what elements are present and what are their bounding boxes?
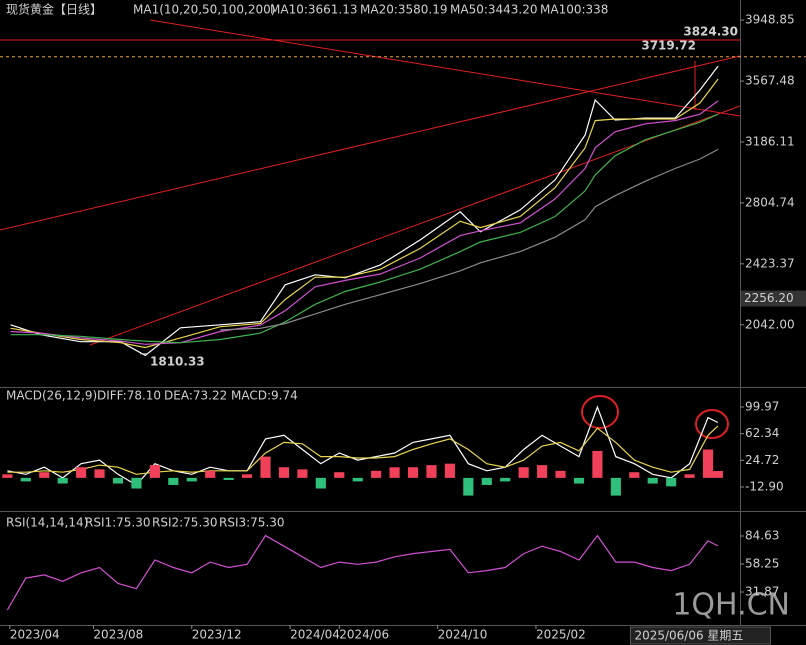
- y-tick-label: 3186.11: [745, 135, 795, 149]
- trend-line: [0, 55, 741, 231]
- price-label: 3719.72: [641, 38, 696, 52]
- series-line: [10, 100, 719, 345]
- panel-borders: [0, 0, 806, 626]
- macd-bar: [407, 467, 419, 478]
- macd-bar: [297, 469, 308, 478]
- macd-bar: [39, 472, 50, 478]
- macd-bar: [223, 477, 234, 480]
- macd-bar: [242, 474, 253, 478]
- y-tick-label: 2804.74: [745, 195, 795, 209]
- macd-bar: [278, 467, 290, 478]
- legend-entry: RSI3:75.30: [219, 516, 285, 530]
- x-tick-label: 2023/12: [192, 628, 242, 642]
- macd-bar: [371, 470, 382, 478]
- macd-bar: [684, 474, 695, 478]
- series-line: [220, 148, 719, 331]
- macd-bar: [647, 477, 658, 484]
- macd-bar: [555, 470, 566, 478]
- panel-title: RSI(14,14,14): [6, 516, 88, 530]
- price-box-label: 2256.20: [744, 291, 794, 305]
- series-line: [10, 78, 719, 349]
- legend-entry: MA10:3661.13: [270, 3, 358, 17]
- macd-bar: [94, 469, 105, 478]
- macd-bar: [712, 470, 723, 478]
- chart-title: 现货黄金【日线】: [6, 2, 102, 17]
- macd-bar: [334, 472, 345, 478]
- x-tick-label: 2024/10: [438, 628, 488, 642]
- macd-bar: [592, 450, 603, 478]
- macd-bar: [352, 477, 363, 482]
- y-tick-label: 62.34: [745, 426, 779, 440]
- y-tick-label: 58.25: [745, 557, 779, 571]
- highlight-circle: [695, 409, 729, 439]
- x-tick-label: 2024/04: [290, 628, 340, 642]
- low-label: 1810.33: [150, 354, 205, 368]
- macd-bar: [57, 477, 68, 484]
- trend-line: [89, 105, 741, 346]
- macd-bar: [537, 465, 548, 478]
- macd-bar: [463, 477, 474, 496]
- legend-entry: RSI2:75.30: [152, 516, 218, 530]
- high-label: 3824.30: [683, 25, 738, 39]
- y-tick-label: 84.63: [745, 528, 779, 542]
- legend-entry: DIFF:78.10: [97, 389, 161, 403]
- series-line: [6, 534, 719, 611]
- legend-entry: MA100:338: [540, 3, 608, 17]
- y-tick-label: 31.87: [745, 585, 779, 599]
- macd-bar: [426, 465, 437, 478]
- trend-line: [149, 19, 741, 117]
- x-tick-label: 2023/08: [93, 628, 143, 642]
- series-line: [10, 113, 719, 344]
- macd-bar: [702, 449, 714, 478]
- series-line: [7, 425, 719, 475]
- macd-bar: [76, 467, 87, 478]
- y-tick-label: 24.72: [745, 453, 779, 467]
- macd-bar: [518, 467, 529, 478]
- x-tick-label: 2023/04: [10, 628, 60, 642]
- y-tick-label: 99.97: [745, 399, 779, 413]
- macd-bar: [629, 472, 640, 478]
- macd-bar: [444, 463, 455, 478]
- legend-entry: RSI1:75.30: [85, 516, 151, 530]
- macd-bar: [610, 477, 621, 496]
- y-tick-label: 3567.48: [745, 74, 795, 88]
- y-tick-label: 2423.37: [745, 256, 795, 270]
- panel-title: MACD(26,12,9): [6, 389, 97, 403]
- macd-bar: [112, 477, 124, 484]
- legend-entry: MA50:3443.20: [450, 3, 538, 17]
- cursor-label: 2025/06/06 星期五: [634, 629, 743, 643]
- macd-bar: [149, 465, 160, 478]
- highlight-circles: [581, 395, 729, 439]
- legend-entry: MA20:3580.19: [360, 3, 448, 17]
- y-tick-label: 3948.85: [745, 13, 795, 27]
- macd-bar: [131, 477, 142, 489]
- macd-bar: [168, 477, 179, 485]
- macd-bar: [389, 467, 400, 478]
- y-tick-label: -12.90: [745, 480, 784, 494]
- macd-bar: [573, 477, 585, 484]
- indicator-label: MA1(10,20,50,100,200): [133, 3, 275, 17]
- x-tick-label: 2025/02: [536, 628, 586, 642]
- macd-bar: [260, 456, 271, 478]
- trend-lines: [0, 19, 741, 346]
- macd-bar: [315, 477, 326, 489]
- series-line: [7, 405, 719, 486]
- series-line: [10, 65, 719, 357]
- macd-bar: [481, 477, 492, 485]
- macd-bar: [666, 477, 677, 487]
- highlight-circle: [581, 395, 619, 429]
- legend-entry: DEA:73.22: [164, 389, 227, 403]
- x-tick-label: 2024/06: [339, 628, 389, 642]
- macd-bar: [2, 474, 13, 478]
- price-box: [741, 290, 806, 307]
- watermark: 1QH.CN: [672, 588, 790, 623]
- macd-bar: [186, 477, 197, 482]
- macd-bar: [500, 477, 511, 482]
- macd-bar: [205, 470, 216, 478]
- macd-bar: [20, 477, 31, 482]
- cursor-box: [629, 626, 771, 645]
- y-tick-label: 2042.00: [745, 317, 795, 331]
- legend-entry: MACD:9.74: [231, 389, 298, 403]
